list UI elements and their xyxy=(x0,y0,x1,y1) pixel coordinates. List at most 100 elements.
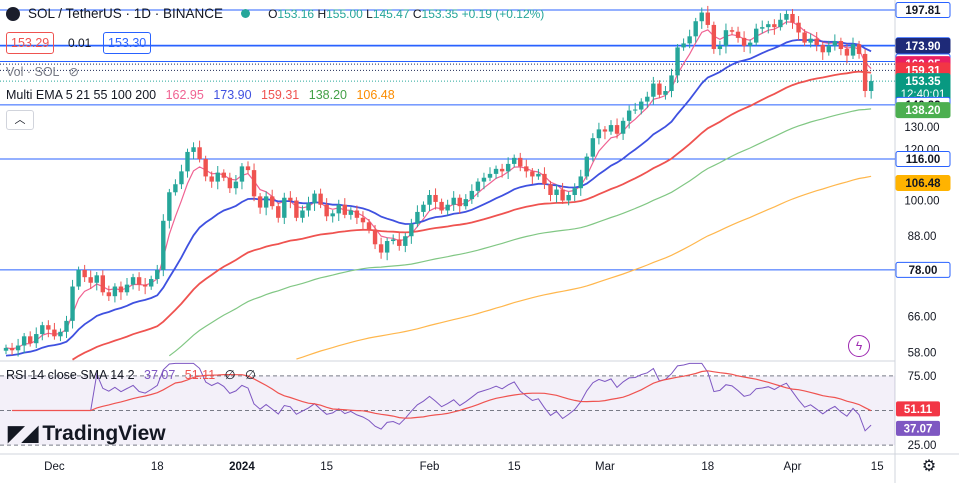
candle-body xyxy=(130,277,136,285)
candle-body xyxy=(790,13,795,23)
candle-body xyxy=(639,101,644,110)
gear-icon[interactable]: ⚙ xyxy=(921,458,937,475)
candle-body xyxy=(185,151,190,172)
candle-body xyxy=(378,244,384,253)
buy-button[interactable]: 153.30 xyxy=(103,32,152,54)
ema-legend[interactable]: Multi EMA 5 21 55 100 200 162.95 173.90 … xyxy=(6,88,395,102)
candle-body xyxy=(263,196,269,208)
candle-body xyxy=(711,24,717,50)
symbol-title[interactable]: SOL / TetherUS · 1D · BINANCE xyxy=(28,6,224,21)
tradingview-wordmark: TradingView xyxy=(42,421,166,445)
sell-button[interactable]: 153.29 xyxy=(6,32,55,54)
change-value: +0.19 (+0.12%) xyxy=(461,6,545,21)
candle-body xyxy=(318,193,323,205)
candle-body xyxy=(415,211,420,224)
candle-body xyxy=(530,171,535,177)
candle-body xyxy=(566,194,571,201)
candle-body xyxy=(348,210,354,215)
candle-body xyxy=(360,217,366,223)
candle-body xyxy=(741,37,747,46)
high-value: 155.00 xyxy=(326,6,363,21)
candle-body xyxy=(675,47,680,76)
ema21-value: 173.90 xyxy=(213,88,252,102)
candle-body xyxy=(118,286,124,293)
candle-body xyxy=(221,172,226,178)
candle-body xyxy=(560,189,565,201)
time-tick-label: 15 xyxy=(320,461,333,473)
open-value: 153.16 xyxy=(277,6,315,21)
candle-body xyxy=(735,31,741,38)
rsi-legend[interactable]: RSI 14 close SMA 14 2 37.07 51.11 ∅ ∅ xyxy=(6,367,256,382)
candle-body xyxy=(590,138,596,157)
volume-legend[interactable]: Vol · SOL ⊘ xyxy=(6,64,79,79)
candle-body xyxy=(754,28,759,43)
ema55-value: 159.31 xyxy=(261,88,300,102)
candle-body xyxy=(826,45,831,53)
candle-body xyxy=(747,42,753,46)
candle-body xyxy=(475,181,481,191)
candle-body xyxy=(179,171,184,185)
price-label-box xyxy=(895,261,951,278)
candle-body xyxy=(203,159,208,177)
candle-body xyxy=(239,166,245,182)
candle-body xyxy=(463,199,468,207)
candle-body xyxy=(584,156,589,177)
price-label-text: 78.00 xyxy=(909,265,938,277)
candle-body xyxy=(717,45,723,50)
candle-body xyxy=(493,168,499,174)
collapse-legend-button[interactable]: ︿ xyxy=(6,110,34,130)
price-label-box xyxy=(895,151,951,168)
candle-body xyxy=(306,203,311,211)
time-tick-label: Feb xyxy=(420,461,440,473)
candle-body xyxy=(669,75,674,92)
candle-body xyxy=(106,292,112,297)
eye-crossed-icon[interactable]: ⊘ xyxy=(68,65,80,79)
candle-body xyxy=(772,24,777,28)
ema-line-100 xyxy=(168,108,872,357)
candle-body xyxy=(233,181,239,189)
lightning-icon[interactable]: ϟ xyxy=(848,335,870,357)
price-tick-label: 66.00 xyxy=(908,312,937,324)
time-tick-label: Apr xyxy=(784,461,802,473)
time-tick-label: 18 xyxy=(701,461,714,473)
ema-line-21 xyxy=(5,38,872,357)
price-label-text: 153.35 xyxy=(905,76,941,88)
candle-body xyxy=(100,275,105,293)
rsi-label: RSI 14 close SMA 14 2 xyxy=(6,368,135,382)
candle-body xyxy=(88,277,93,283)
candle-body xyxy=(554,189,559,195)
candle-body xyxy=(802,32,807,43)
candle-body xyxy=(626,110,632,121)
rsi-line xyxy=(12,362,872,432)
candle-body xyxy=(481,177,487,182)
price-axis-label: 138.20 xyxy=(895,102,951,119)
price-label-text: 116.00 xyxy=(906,154,941,166)
candle-body xyxy=(227,177,233,189)
candle-body xyxy=(3,347,9,351)
price-label-text: 138.20 xyxy=(905,105,940,117)
candle-body xyxy=(844,49,850,56)
candle-body xyxy=(614,125,620,134)
candle-body xyxy=(40,325,45,335)
candle-body xyxy=(270,196,275,207)
candle-body xyxy=(276,206,281,218)
price-tick-label: 88.00 xyxy=(908,231,937,243)
solana-logo-icon xyxy=(6,6,20,21)
candle-body xyxy=(687,36,692,44)
candle-body xyxy=(161,220,166,270)
ema5-value: 162.95 xyxy=(165,88,204,102)
ema-line-55 xyxy=(72,70,872,361)
candle-body xyxy=(427,194,432,205)
low-value: 145.47 xyxy=(372,6,410,21)
candle-body xyxy=(191,147,196,152)
tradingview-logo[interactable]: ◤◢ TradingView xyxy=(8,421,166,446)
candle-body xyxy=(542,173,547,185)
candle-body xyxy=(499,168,505,172)
candle-body xyxy=(64,320,69,332)
ema-label: Multi EMA 5 21 55 100 200 xyxy=(6,88,157,102)
price-label-box xyxy=(895,37,951,54)
candle-body xyxy=(778,19,783,28)
candle-body xyxy=(693,21,698,37)
